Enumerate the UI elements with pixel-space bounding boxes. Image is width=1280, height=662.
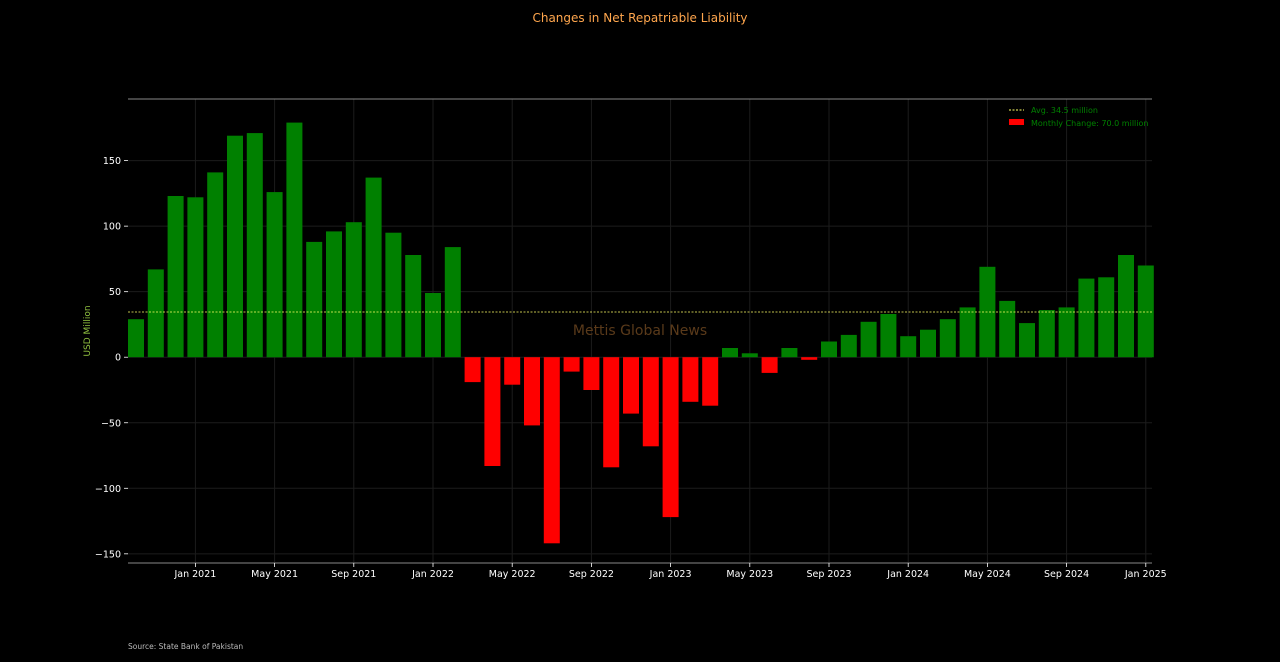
bar: [385, 232, 402, 358]
x-tick-label: May 2023: [726, 569, 773, 580]
bar: [880, 314, 897, 358]
bar: [840, 334, 857, 358]
x-tick-label: Jan 2023: [649, 569, 692, 580]
bar: [623, 357, 639, 414]
x-tick-label: Sep 2021: [331, 569, 376, 580]
y-tick-label: 100: [103, 222, 121, 233]
bar: [345, 222, 362, 358]
bar: [128, 319, 144, 358]
chart-title: Changes in Net Repatriable Liability: [532, 11, 747, 25]
bars: [128, 122, 1154, 544]
bar: [266, 192, 283, 358]
bar: [464, 357, 481, 383]
bar: [959, 307, 976, 358]
bar: [504, 357, 521, 385]
y-tick-label: 0: [115, 353, 121, 364]
bar: [920, 329, 936, 358]
bar: [563, 357, 580, 372]
bar: [1058, 307, 1075, 358]
bar: [207, 172, 224, 358]
bar: [147, 269, 164, 358]
x-tick-label: Jan 2021: [173, 569, 216, 580]
y-tick-label: −150: [95, 549, 121, 560]
x-tick-label: May 2021: [251, 569, 298, 580]
bar: [741, 353, 758, 358]
bar: [1098, 277, 1115, 358]
bar: [484, 357, 501, 466]
bar: [722, 348, 738, 358]
bar: [662, 357, 679, 518]
bar: [583, 357, 600, 390]
legend-monthly-swatch: [1009, 119, 1024, 125]
x-tick-label: May 2024: [964, 569, 1011, 580]
y-axis-label: USD Million: [83, 305, 93, 356]
x-tick-label: Sep 2024: [1044, 569, 1089, 580]
bar: [227, 135, 243, 358]
bar: [543, 357, 560, 544]
bar: [1019, 323, 1035, 358]
bar: [939, 319, 956, 358]
bar: [246, 133, 263, 358]
bar: [860, 321, 877, 358]
bar: [365, 177, 382, 358]
x-tick-label: Jan 2025: [1124, 569, 1167, 580]
x-tick-label: Jan 2022: [411, 569, 454, 580]
x-tick-label: Jan 2024: [886, 569, 929, 580]
bar: [1118, 255, 1134, 358]
bar: [187, 197, 204, 358]
bar: [524, 357, 540, 426]
source-note: Source: State Bank of Pakistan: [128, 642, 243, 651]
y-tick-label: −50: [101, 418, 121, 429]
bar: [1038, 310, 1055, 358]
bar: [167, 196, 184, 358]
y-tick-label: 50: [109, 287, 121, 298]
bar: [603, 357, 620, 468]
bar: [286, 122, 303, 358]
legend: Avg. 34.5 million Monthly Change: 70.0 m…: [1009, 106, 1148, 128]
bar: [682, 357, 699, 402]
legend-average-label: Avg. 34.5 million: [1031, 106, 1098, 115]
bar: [405, 255, 422, 358]
x-tick-label: Sep 2023: [806, 569, 851, 580]
bar: [761, 357, 778, 373]
bar: [326, 231, 342, 358]
legend-monthly-label: Monthly Change: 70.0 million: [1031, 119, 1148, 128]
axes: [128, 98, 1152, 564]
bar: [642, 357, 659, 447]
bar: [781, 348, 798, 358]
x-tick-label: May 2022: [489, 569, 536, 580]
x-tick-label: Sep 2022: [569, 569, 614, 580]
bar: [1137, 265, 1154, 358]
bar: [444, 247, 461, 358]
bar: [425, 293, 441, 358]
bar: [801, 357, 818, 360]
y-tick-label: 150: [103, 156, 121, 167]
y-tick-label: −100: [95, 484, 121, 495]
bar: [306, 241, 323, 358]
y-axis-ticks: −150 −100 −50 0 50 100 150: [95, 156, 128, 560]
x-axis-ticks: Jan 2021 May 2021 Sep 2021 Jan 2022 May 2022…: [173, 563, 1167, 580]
bar: [1078, 278, 1095, 358]
bar: [821, 341, 837, 358]
bar: [900, 336, 917, 358]
bar: [702, 357, 719, 406]
watermark: Mettis Global News: [573, 323, 707, 339]
bar: [999, 300, 1016, 358]
